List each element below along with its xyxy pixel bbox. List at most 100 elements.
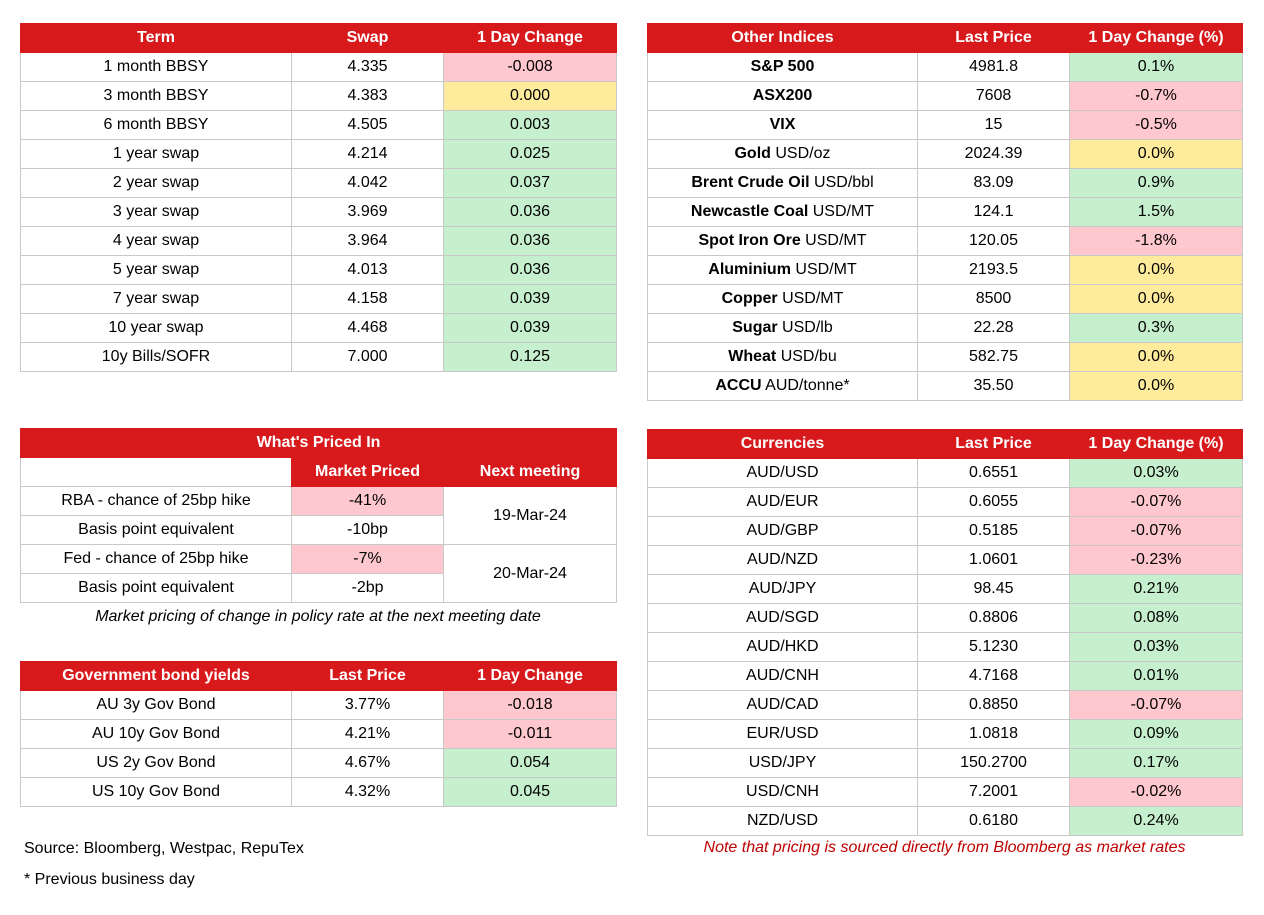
swap-change: 0.003 — [443, 110, 617, 140]
index-row: Brent Crude Oil USD/bbl 83.09 0.9% — [647, 168, 1243, 198]
bond-name: AU 10y Gov Bond — [20, 719, 292, 749]
swap-term: 10y Bills/SOFR — [20, 342, 292, 372]
priced-in-row: Fed - chance of 25bp hike -7% 20-Mar-24 — [20, 544, 618, 603]
index-name-label: Newcastle Coal — [690, 203, 809, 220]
bond-price: 4.32% — [291, 777, 444, 807]
index-change: -0.7% — [1069, 81, 1243, 111]
swap-row: 10y Bills/SOFR 7.000 0.125 — [20, 342, 617, 372]
currency-change: -0.07% — [1069, 690, 1243, 720]
currency-price: 1.0601 — [917, 545, 1070, 575]
index-row: Aluminium USD/MT 2193.5 0.0% — [647, 255, 1243, 285]
currency-change: -0.07% — [1069, 487, 1243, 517]
swap-change: 0.000 — [443, 81, 617, 111]
index-change: 0.1% — [1069, 52, 1243, 82]
currency-price: 5.1230 — [917, 632, 1070, 662]
swap-row: 3 month BBSY 4.383 0.000 — [20, 81, 617, 111]
index-name: Wheat USD/bu — [647, 342, 918, 372]
index-unit: USD/bbl — [814, 174, 874, 191]
currency-row: AUD/USD 0.6551 0.03% — [647, 458, 1243, 488]
priced-in-value: -2bp — [291, 573, 444, 603]
swap-row: 10 year swap 4.468 0.039 — [20, 313, 617, 343]
swap-change: 0.036 — [443, 226, 617, 256]
currency-pair: NZD/USD — [647, 806, 918, 836]
index-name-label: Spot Iron Ore — [698, 232, 801, 249]
index-change: -1.8% — [1069, 226, 1243, 256]
index-row: Copper USD/MT 8500 0.0% — [647, 284, 1243, 314]
index-name: Newcastle Coal USD/MT — [647, 197, 918, 227]
bond-price: 4.21% — [291, 719, 444, 749]
priced-in-col-meeting: Next meeting — [442, 457, 618, 487]
index-change: 1.5% — [1069, 197, 1243, 227]
index-name: VIX — [647, 110, 918, 140]
index-price: 35.50 — [917, 371, 1070, 401]
swap-term: 5 year swap — [20, 255, 292, 285]
index-row: Gold USD/oz 2024.39 0.0% — [647, 139, 1243, 169]
currency-row: AUD/HKD 5.1230 0.03% — [647, 632, 1243, 662]
index-unit: AUD/tonne* — [765, 377, 850, 394]
currency-row: AUD/GBP 0.5185 -0.07% — [647, 516, 1243, 546]
index-name-label: Wheat — [728, 348, 777, 365]
priced-in-label: Basis point equivalent — [20, 515, 292, 545]
index-unit: USD/MT — [795, 261, 857, 278]
index-price: 7608 — [917, 81, 1070, 111]
currency-col-change: 1 Day Change (%) — [1069, 429, 1243, 459]
priced-in-label: RBA - chance of 25bp hike — [20, 486, 292, 516]
currency-change: -0.23% — [1069, 545, 1243, 575]
bond-col-change: 1 Day Change — [443, 661, 617, 691]
index-unit: USD/bu — [780, 348, 837, 365]
currency-header-row: Currencies Last Price 1 Day Change (%) — [647, 429, 1243, 459]
swap-rate: 4.335 — [291, 52, 444, 82]
index-price: 582.75 — [917, 342, 1070, 372]
index-price: 83.09 — [917, 168, 1070, 198]
swap-change: 0.039 — [443, 284, 617, 314]
swap-header-row: Term Swap 1 Day Change — [20, 23, 617, 53]
currency-row: NZD/USD 0.6180 0.24% — [647, 806, 1243, 836]
currency-price: 98.45 — [917, 574, 1070, 604]
index-name-label: Gold — [734, 145, 771, 162]
index-name-label: Aluminium — [708, 261, 791, 278]
swap-term: 7 year swap — [20, 284, 292, 314]
bond-price: 4.67% — [291, 748, 444, 778]
index-name: Copper USD/MT — [647, 284, 918, 314]
priced-in-table: What's Priced In Market Priced Next meet… — [19, 428, 618, 603]
bond-price: 3.77% — [291, 690, 444, 720]
bond-name: AU 3y Gov Bond — [20, 690, 292, 720]
index-unit: USD/lb — [782, 319, 833, 336]
priced-in-blank — [20, 457, 292, 487]
bond-change: -0.018 — [443, 690, 617, 720]
currency-row: EUR/USD 1.0818 0.09% — [647, 719, 1243, 749]
index-change: 0.0% — [1069, 139, 1243, 169]
currency-change: 0.21% — [1069, 574, 1243, 604]
fed-next-meeting: 20-Mar-24 — [442, 544, 618, 603]
priced-in-title-row: What's Priced In — [19, 428, 618, 458]
currency-price: 0.6551 — [917, 458, 1070, 488]
priced-in-row: RBA - chance of 25bp hike -41% 19-Mar-24 — [20, 486, 618, 545]
index-name-label: ACCU — [715, 377, 762, 394]
currency-price: 4.7168 — [917, 661, 1070, 691]
index-price: 120.05 — [917, 226, 1070, 256]
swap-term: 1 month BBSY — [20, 52, 292, 82]
index-name: Spot Iron Ore USD/MT — [647, 226, 918, 256]
swap-term: 2 year swap — [20, 168, 292, 198]
currency-table: Currencies Last Price 1 Day Change (%) A… — [647, 429, 1243, 836]
currency-pair: AUD/USD — [647, 458, 918, 488]
index-unit: USD/MT — [805, 232, 867, 249]
index-change: 0.0% — [1069, 371, 1243, 401]
swap-term: 3 year swap — [20, 197, 292, 227]
currency-change: 0.03% — [1069, 632, 1243, 662]
swap-change: 0.037 — [443, 168, 617, 198]
swap-row: 1 month BBSY 4.335 -0.008 — [20, 52, 617, 82]
source-text: Source: Bloomberg, Westpac, RepuTex — [24, 840, 304, 857]
currency-price: 0.8850 — [917, 690, 1070, 720]
index-name-label: ASX200 — [752, 87, 813, 104]
currency-row: AUD/CAD 0.8850 -0.07% — [647, 690, 1243, 720]
priced-in-label: Basis point equivalent — [20, 573, 292, 603]
bond-change: -0.011 — [443, 719, 617, 749]
indices-col-name: Other Indices — [647, 23, 918, 53]
currency-pair: AUD/JPY — [647, 574, 918, 604]
swap-change: 0.125 — [443, 342, 617, 372]
swap-row: 3 year swap 3.969 0.036 — [20, 197, 617, 227]
index-change: -0.5% — [1069, 110, 1243, 140]
swap-rate: 4.158 — [291, 284, 444, 314]
currency-price: 150.2700 — [917, 748, 1070, 778]
